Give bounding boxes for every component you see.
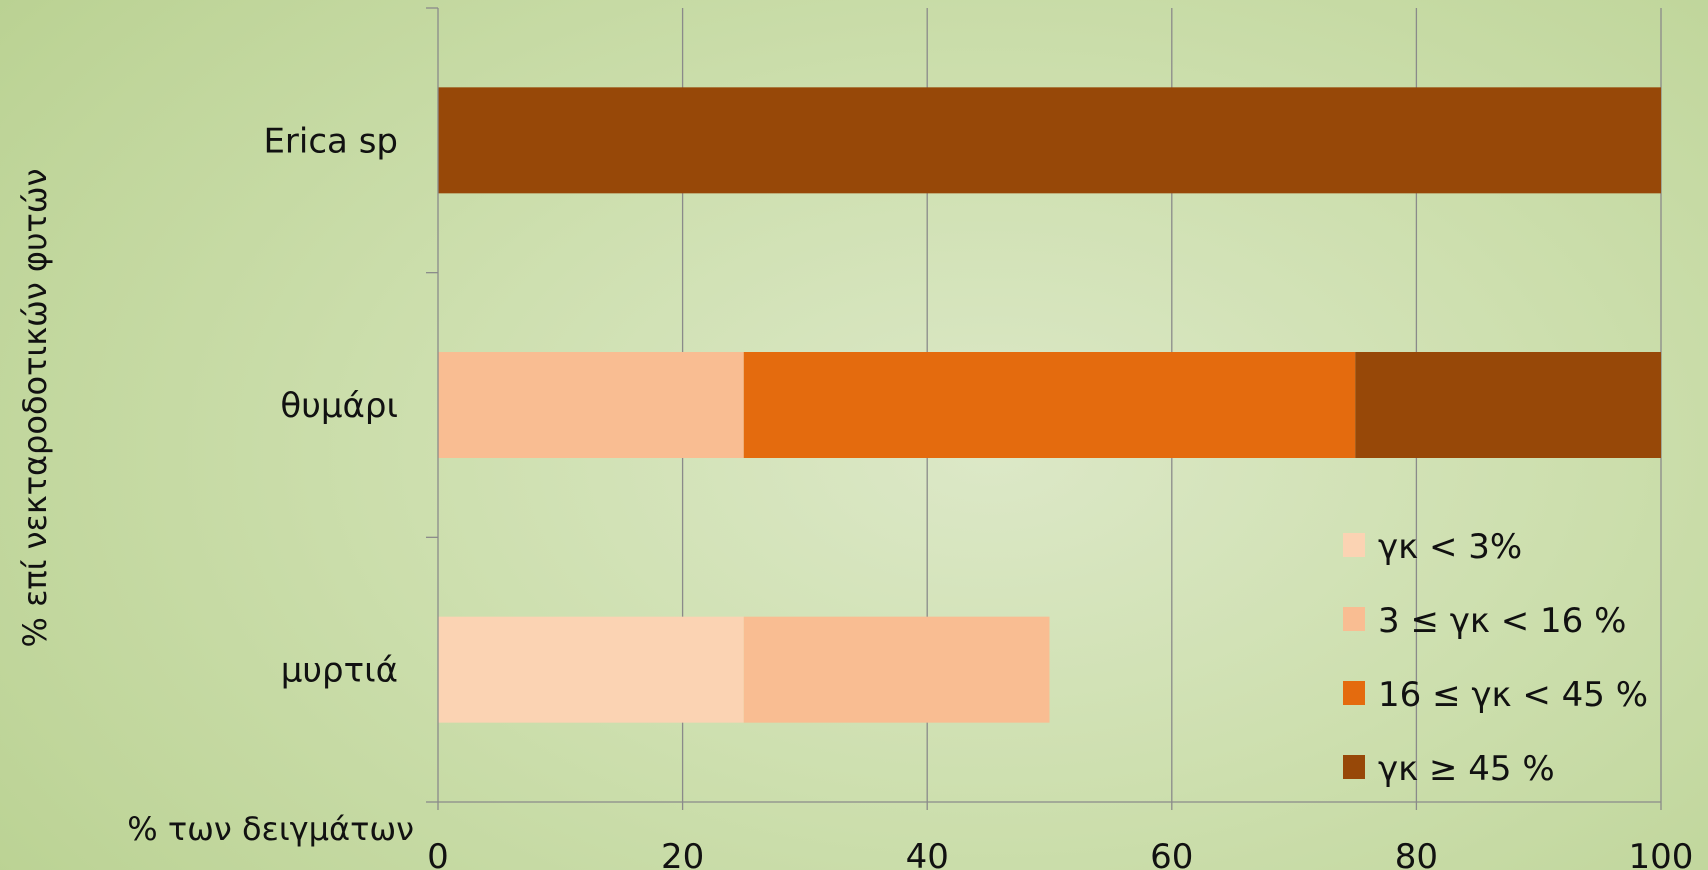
legend-swatch	[1343, 533, 1365, 557]
x-tick-label: 80	[1395, 837, 1438, 870]
axes	[426, 7, 1662, 810]
legend-swatch	[1343, 681, 1365, 705]
bar-segment	[743, 616, 1050, 723]
x-tick-label: 20	[661, 837, 704, 870]
x-tick-label: 40	[906, 837, 949, 870]
category-label: θυμάρι	[280, 386, 398, 426]
bars	[438, 87, 1661, 723]
bar-segment	[438, 352, 744, 458]
y-axis-title: % επί νεκταροδοτικών φυτών	[16, 169, 54, 648]
category-label: μυρτιά	[281, 651, 398, 691]
legend-label: 3 ≤ γκ < 16 %	[1378, 601, 1626, 641]
legend-swatch	[1343, 755, 1365, 779]
legend-swatch	[1343, 607, 1365, 631]
category-labels: Erica sp θυμάρι μυρτιά	[263, 121, 398, 690]
legend: γκ < 3% 3 ≤ γκ < 16 % 16 ≤ γκ < 45 % γκ ≥ 4…	[1343, 527, 1648, 789]
x-axis-title: % των δειγμάτων	[127, 810, 414, 848]
bar-segment	[438, 616, 744, 723]
legend-label: γκ ≥ 45 %	[1378, 749, 1555, 789]
x-tick-labels: 0 20 40 60 80 100	[427, 837, 1693, 870]
legend-label: γκ < 3%	[1378, 527, 1522, 567]
bar-segment	[438, 87, 1661, 194]
bar-segment	[1355, 352, 1661, 458]
legend-label: 16 ≤ γκ < 45 %	[1378, 675, 1648, 715]
x-tick-label: 0	[427, 837, 449, 870]
x-tick-label: 60	[1150, 837, 1193, 870]
category-label: Erica sp	[263, 121, 398, 161]
x-tick-label: 100	[1629, 837, 1694, 870]
bar-segment	[743, 352, 1356, 458]
